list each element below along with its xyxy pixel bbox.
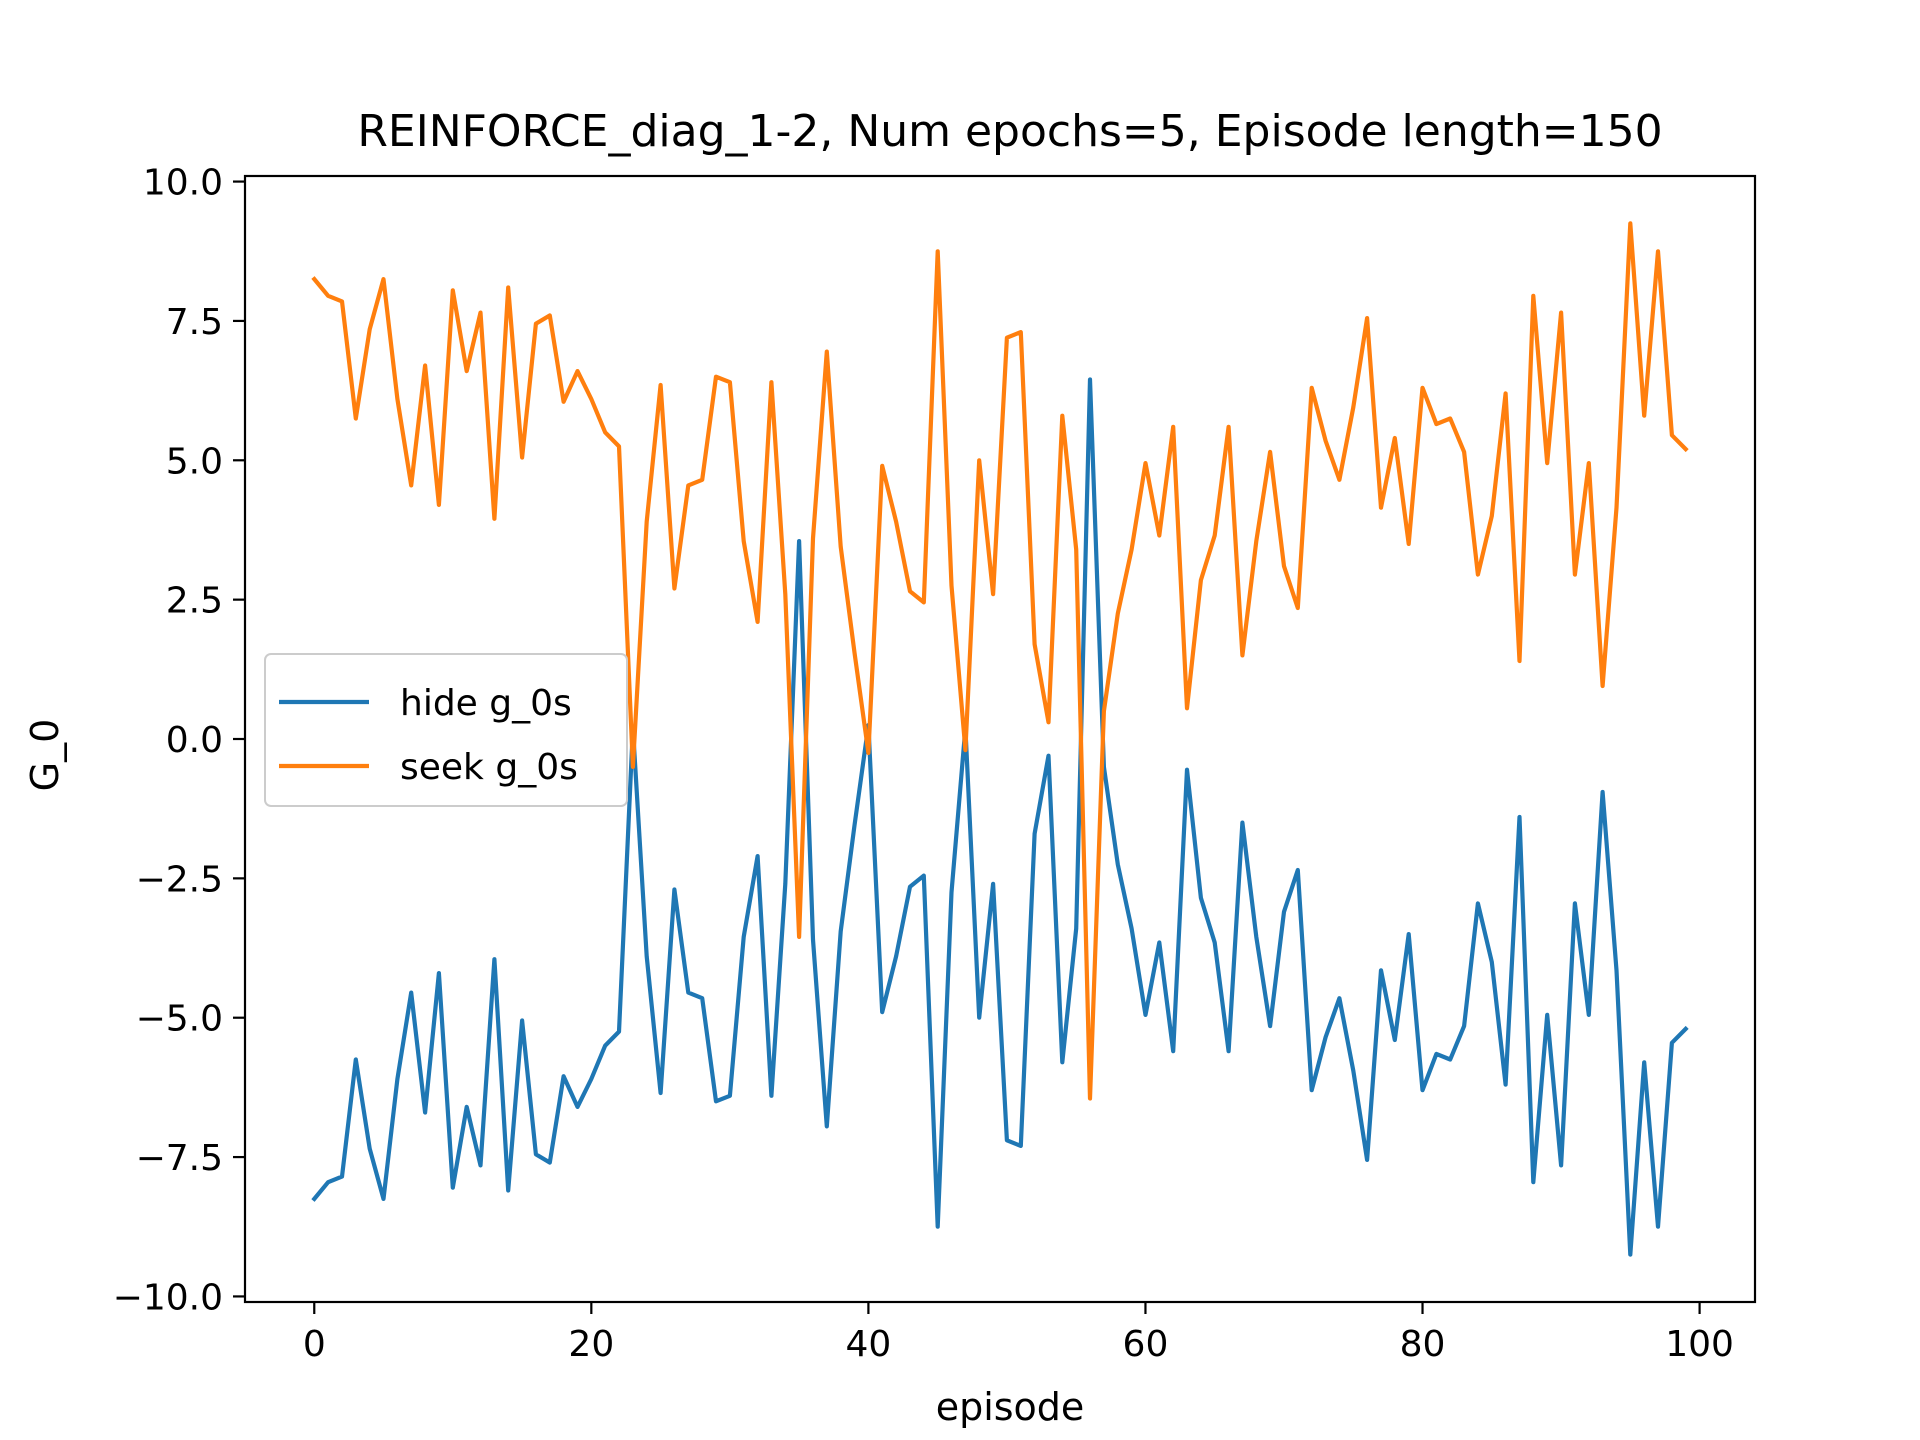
- x-tick-label: 0: [303, 1324, 326, 1365]
- series-line: [311, 221, 1689, 1101]
- x-tick-label: 80: [1400, 1324, 1446, 1365]
- x-tick-label: 100: [1665, 1324, 1734, 1365]
- y-tick-label: −10.0: [113, 1277, 223, 1318]
- plot-frame: [243, 174, 1757, 1304]
- chart-title: REINFORCE_diag_1-2, Num epochs=5, Episod…: [357, 106, 1662, 157]
- x-axis: 0 20 40 60 80 100: [303, 1302, 1734, 1365]
- y-tick-label: 10.0: [143, 163, 223, 204]
- legend-label: seek g_0s: [400, 747, 578, 788]
- y-axis-label: G_0: [23, 719, 67, 792]
- y-tick-label: 7.5: [166, 302, 223, 343]
- plot-area: [243, 174, 1757, 1304]
- legend-label: hide g_0s: [400, 683, 572, 724]
- y-axis: 10.0 7.5 5.0 2.5 0.0 −2.5 −5.0 −7.5 −10.0: [113, 163, 245, 1318]
- series-line: [311, 377, 1689, 1257]
- y-tick-label: 5.0: [166, 441, 223, 482]
- y-tick-label: −5.0: [136, 999, 223, 1040]
- x-tick-label: 60: [1123, 1324, 1169, 1365]
- y-tick-label: 0.0: [166, 720, 223, 761]
- x-axis-label: episode: [936, 1385, 1085, 1429]
- x-tick-label: 20: [568, 1324, 614, 1365]
- y-tick-label: −2.5: [136, 859, 223, 900]
- y-tick-label: −7.5: [136, 1138, 223, 1179]
- series-layer: [311, 221, 1689, 1257]
- y-tick-label: 2.5: [166, 581, 223, 622]
- x-tick-label: 40: [845, 1324, 891, 1365]
